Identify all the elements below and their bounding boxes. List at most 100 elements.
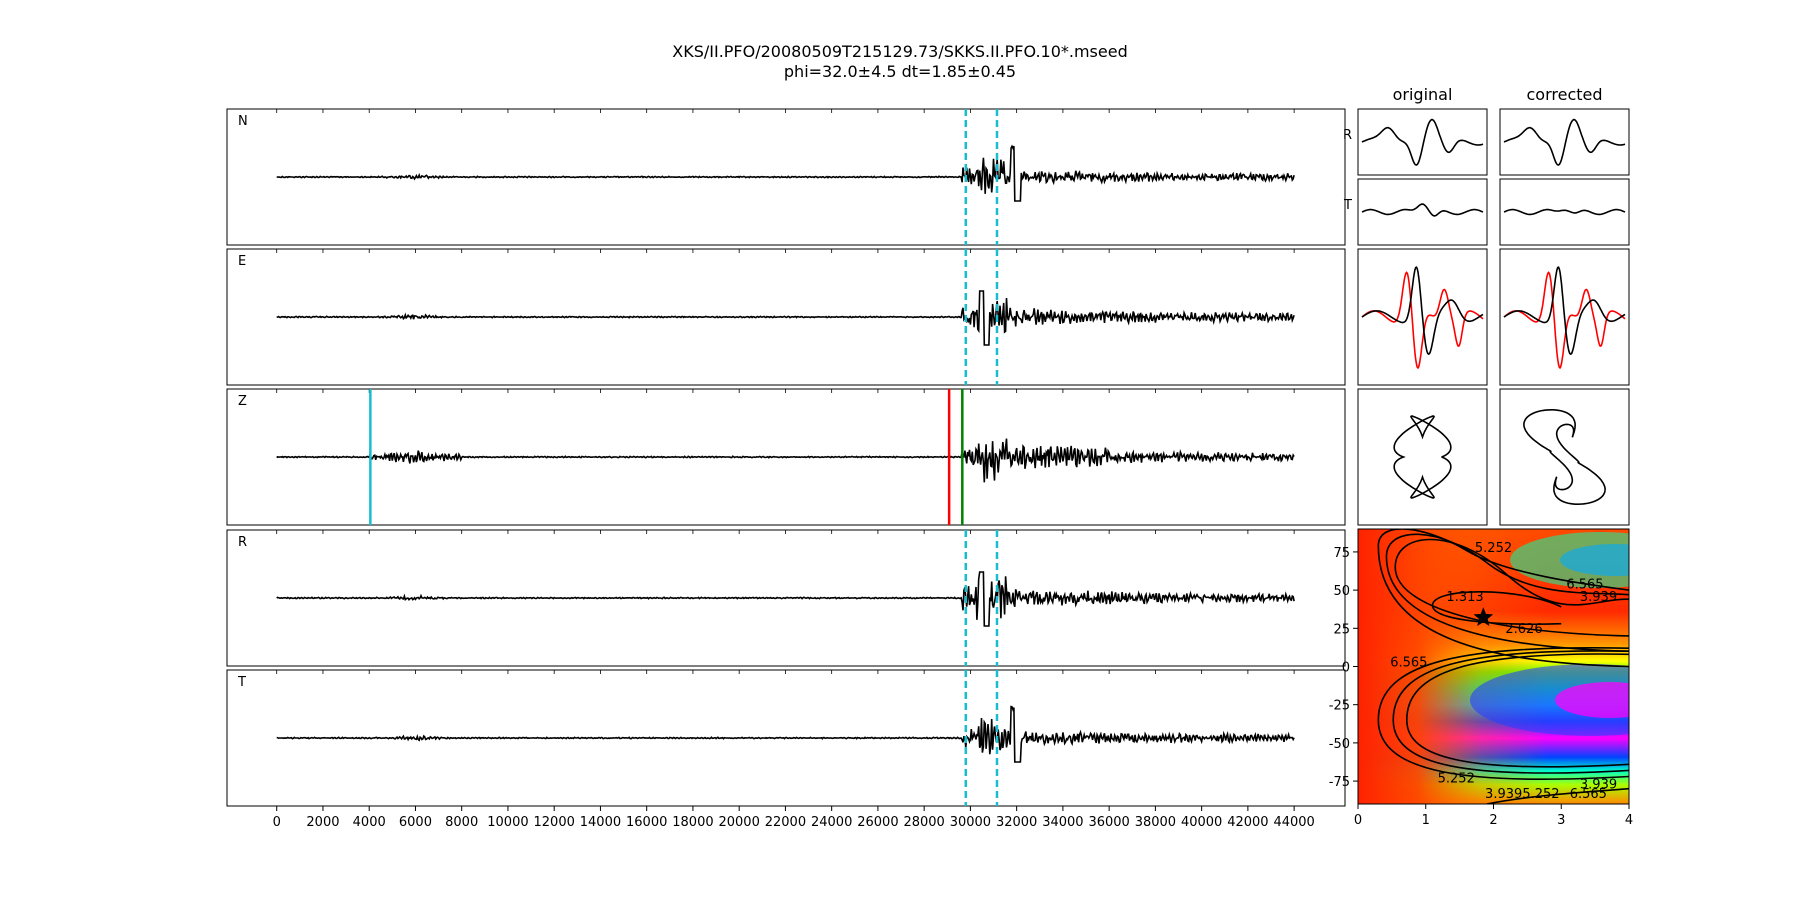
window-frame [1357, 178, 1488, 246]
row-label-R: R [1343, 128, 1352, 143]
error-surface-heatmap [1358, 529, 1629, 804]
x-tick-label: 18000 [672, 815, 713, 830]
window-frame [1357, 388, 1488, 526]
surface-y-tick-label: -75 [1329, 775, 1350, 790]
transverse-waveform [1503, 208, 1626, 216]
x-tick-label: 4000 [353, 815, 386, 830]
trace-label-z: Z [238, 394, 247, 409]
x-tick-label: 38000 [1135, 815, 1176, 830]
contour-label: 5.252 [1475, 541, 1512, 556]
x-tick-label: 34000 [1042, 815, 1083, 830]
waveform-black [1361, 266, 1484, 356]
trace-frame [226, 388, 1346, 526]
column-title-original: original [1393, 85, 1453, 104]
waveform-black [1503, 266, 1626, 356]
waveform-e [276, 290, 1295, 346]
waveform-r [276, 571, 1295, 627]
window-panel-original-2 [1357, 248, 1488, 386]
contour-label: 3.939 [1580, 590, 1617, 605]
window-frame [1499, 248, 1630, 386]
x-tick-label: 20000 [718, 815, 759, 830]
contour-label: 3.939 [1485, 787, 1522, 802]
contour-lower [1405, 653, 1629, 768]
trace-panel-n: N [226, 108, 1346, 246]
trace-panel-e: E [226, 248, 1346, 386]
x-tick-label: 22000 [765, 815, 806, 830]
contour-upper [1377, 529, 1629, 668]
trace-label-r: R [238, 535, 247, 550]
contour-label: 6.565 [1390, 656, 1427, 671]
best-fit-star [1473, 607, 1494, 626]
x-tick-label: 16000 [626, 815, 667, 830]
trace-frame [226, 108, 1346, 246]
x-tick-label: 26000 [857, 815, 898, 830]
contour-lower [1392, 650, 1629, 774]
waveform-red [1503, 271, 1626, 370]
contour-label: 2.626 [1505, 622, 1542, 637]
x-tick-label: 24000 [811, 815, 852, 830]
trace-panel-z: Z [226, 388, 1346, 526]
surface-x-tick-label: 4 [1625, 813, 1633, 828]
figure-subtitle: phi=32.0±4.5 dt=1.85±0.45 [783, 62, 1017, 81]
surface-y-tick-label: -50 [1329, 737, 1350, 752]
radial-waveform [1503, 118, 1626, 166]
trace-label-e: E [238, 254, 246, 269]
x-tick-label: 30000 [950, 815, 991, 830]
column-title-corrected: corrected [1526, 85, 1602, 104]
transverse-waveform [1361, 203, 1484, 217]
waveform-t [276, 705, 1295, 763]
contour-label: 5.252 [1522, 787, 1559, 802]
surface-y-tick-label: 50 [1333, 584, 1350, 599]
window-panel-corrected-2 [1499, 248, 1630, 386]
window-frame [1357, 108, 1488, 176]
surface-y-tick-label: 0 [1342, 661, 1350, 676]
surface-x-tick-label: 1 [1422, 813, 1430, 828]
x-tick-label: 28000 [903, 815, 944, 830]
radial-waveform [1361, 118, 1484, 166]
window-panel-corrected-3 [1499, 388, 1630, 526]
surface-y-tick-label: -25 [1329, 699, 1350, 714]
trace-label-t: T [237, 675, 246, 690]
contour-upper [1385, 533, 1629, 653]
x-tick-label: 10000 [487, 815, 528, 830]
window-panel-corrected-0 [1499, 108, 1630, 176]
window-panel-original-3 [1357, 388, 1488, 526]
contour-label: 5.252 [1438, 772, 1475, 787]
window-frame [1357, 248, 1488, 386]
contour-bottom [1486, 787, 1629, 804]
particle-motion [1393, 415, 1452, 499]
window-panel-original-1 [1357, 178, 1488, 246]
figure-title: XKS/II.PFO/20080509T215129.73/SKKS.II.PF… [672, 42, 1128, 61]
surface-y-tick-label: 75 [1333, 546, 1350, 561]
particle-motion [1523, 409, 1606, 505]
surface-x-tick-label: 3 [1557, 813, 1565, 828]
trace-frame [226, 529, 1346, 667]
x-tick-label: 8000 [445, 815, 478, 830]
x-tick-label: 32000 [996, 815, 1037, 830]
window-frame [1499, 178, 1630, 246]
contour-label: 6.565 [1570, 787, 1607, 802]
x-tick-label: 42000 [1227, 815, 1268, 830]
window-panel-corrected-1 [1499, 178, 1630, 246]
x-tick-label: 12000 [534, 815, 575, 830]
window-frame [1499, 388, 1630, 526]
waveform-z [276, 438, 1295, 483]
contour-label: 6.565 [1566, 578, 1603, 593]
x-tick-label: 36000 [1088, 815, 1129, 830]
surface-y-tick-label: 25 [1333, 622, 1350, 637]
x-tick-label: 6000 [399, 815, 432, 830]
contour-label: 3.939 [1580, 778, 1617, 793]
contour-label: 1.313 [1446, 590, 1483, 605]
surface-x-tick-label: 2 [1489, 813, 1497, 828]
waveform-red [1361, 271, 1484, 370]
row-label-T: T [1343, 198, 1352, 213]
x-tick-label: 2000 [306, 815, 339, 830]
x-tick-label: 0 [273, 815, 281, 830]
trace-label-n: N [238, 114, 248, 129]
trace-frame [226, 669, 1346, 807]
trace-panel-r: R [226, 529, 1346, 667]
x-tick-label: 14000 [580, 815, 621, 830]
window-frame [1499, 108, 1630, 176]
